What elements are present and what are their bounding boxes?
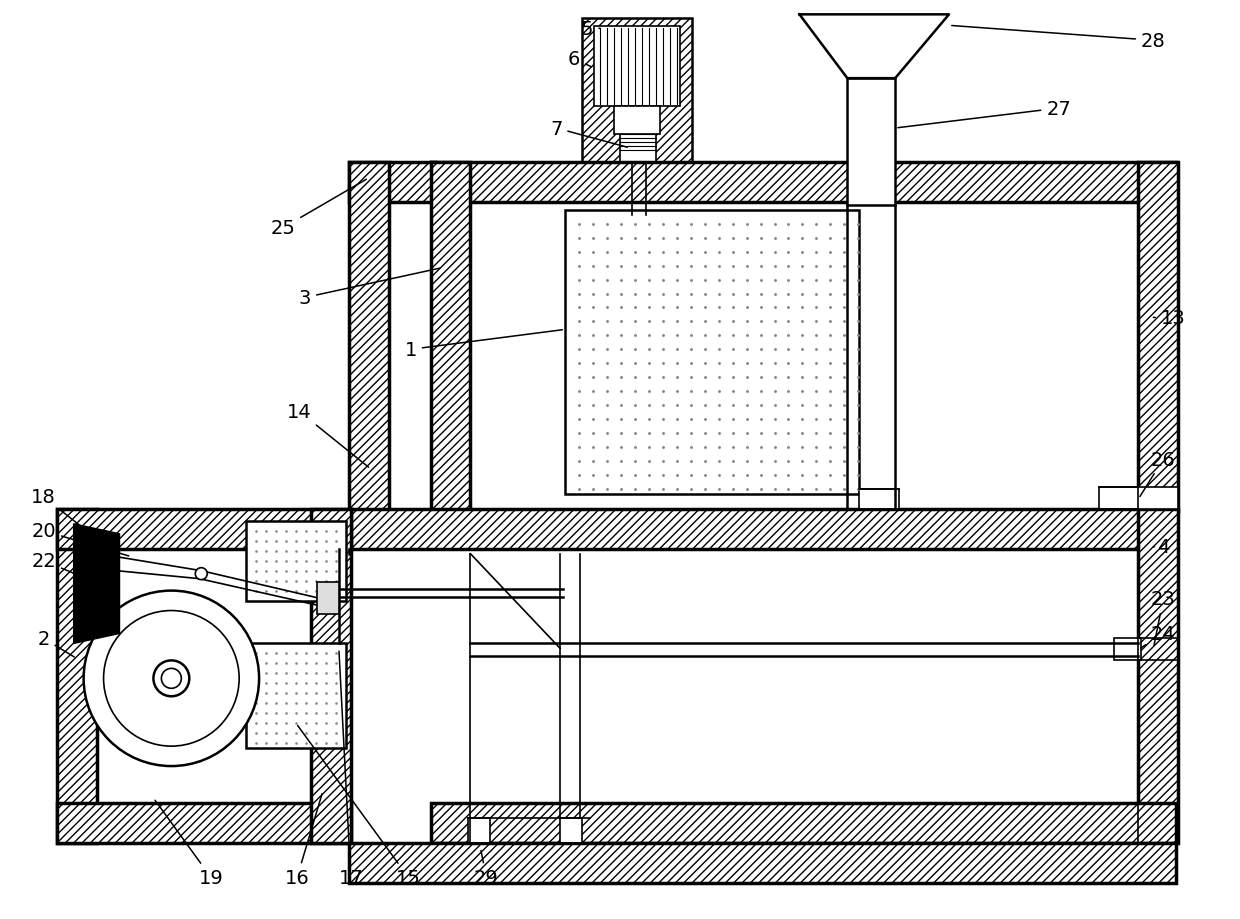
Text: 1: 1 bbox=[404, 331, 563, 359]
Text: 16: 16 bbox=[285, 794, 322, 887]
Polygon shape bbox=[73, 524, 119, 643]
Circle shape bbox=[195, 568, 207, 580]
Text: 24: 24 bbox=[1141, 624, 1176, 648]
Text: 27: 27 bbox=[898, 99, 1071, 129]
Text: 5: 5 bbox=[580, 20, 600, 39]
Bar bbox=[348, 843, 1177, 883]
Bar bbox=[57, 509, 97, 843]
Text: 13: 13 bbox=[1153, 309, 1185, 327]
Text: 6: 6 bbox=[568, 50, 591, 69]
Text: 29: 29 bbox=[474, 851, 498, 887]
Circle shape bbox=[83, 591, 259, 766]
Text: 3: 3 bbox=[299, 269, 440, 308]
Text: 28: 28 bbox=[952, 27, 1166, 51]
Bar bbox=[311, 509, 351, 843]
Bar bbox=[348, 509, 1177, 550]
Bar bbox=[348, 163, 388, 511]
Text: 26: 26 bbox=[1140, 450, 1176, 497]
Bar bbox=[1099, 487, 1178, 509]
Bar bbox=[430, 163, 1177, 202]
Bar bbox=[348, 163, 434, 202]
Text: 17: 17 bbox=[339, 652, 363, 887]
Text: 18: 18 bbox=[31, 488, 79, 526]
Bar bbox=[57, 803, 351, 843]
Bar bbox=[565, 210, 859, 494]
Circle shape bbox=[161, 669, 181, 688]
Text: 19: 19 bbox=[155, 800, 223, 887]
Circle shape bbox=[104, 611, 239, 746]
Text: 7: 7 bbox=[551, 119, 627, 148]
Text: 2: 2 bbox=[37, 630, 74, 657]
Bar bbox=[620, 135, 656, 163]
Bar bbox=[1114, 639, 1142, 661]
Bar bbox=[246, 643, 346, 748]
Bar bbox=[859, 490, 899, 509]
Text: 4: 4 bbox=[1153, 538, 1169, 557]
Text: 14: 14 bbox=[286, 403, 368, 468]
Circle shape bbox=[154, 661, 190, 697]
Bar bbox=[560, 818, 582, 843]
Bar bbox=[614, 107, 660, 135]
Bar bbox=[594, 28, 680, 107]
Bar bbox=[430, 803, 1177, 843]
Polygon shape bbox=[800, 16, 949, 79]
Bar bbox=[246, 521, 346, 601]
Bar bbox=[317, 582, 339, 614]
Text: 25: 25 bbox=[270, 180, 366, 238]
Text: 15: 15 bbox=[298, 726, 422, 887]
Bar bbox=[430, 163, 470, 511]
Text: 23: 23 bbox=[1151, 589, 1176, 646]
Text: 22: 22 bbox=[31, 551, 84, 578]
Bar bbox=[57, 509, 351, 550]
Text: 20: 20 bbox=[31, 522, 129, 556]
Bar bbox=[469, 818, 490, 843]
Bar bbox=[847, 79, 895, 206]
Bar bbox=[582, 19, 692, 166]
Bar bbox=[1138, 509, 1178, 843]
Bar bbox=[1138, 163, 1178, 511]
